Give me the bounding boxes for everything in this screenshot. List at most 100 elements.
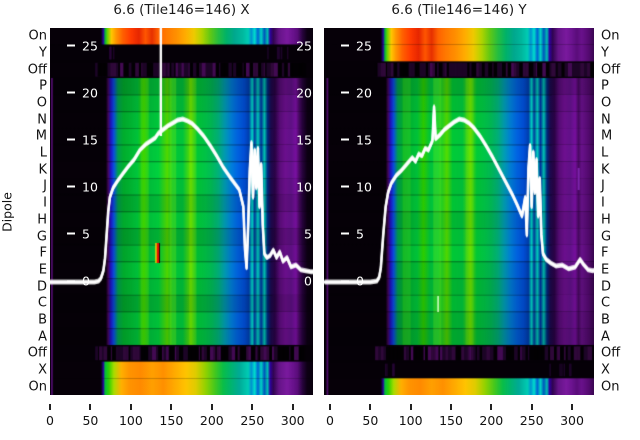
- x-tick-mark: [329, 404, 331, 410]
- power-tick-value: 20: [356, 85, 372, 101]
- x-tick-label: 50: [82, 413, 99, 428]
- dipole-label-right: J: [601, 178, 605, 194]
- power-tick-value: 0: [356, 273, 364, 289]
- x-tick-mark: [450, 404, 452, 410]
- x-tick-label: 0: [326, 413, 334, 428]
- dipole-label-right: B: [601, 312, 610, 328]
- panel-title-x: 6.6 (Tile146=146) X: [113, 2, 250, 18]
- dipole-label-right: P: [601, 78, 609, 94]
- x-tick-label: 200: [479, 413, 504, 428]
- dipole-label-left: Y: [39, 45, 47, 61]
- power-tick-label-left: 20: [67, 85, 98, 100]
- dipole-label-right: E: [601, 262, 610, 278]
- power-tick-value: 5: [82, 226, 90, 242]
- power-tick-label-left: 25: [67, 38, 98, 53]
- dipole-label-left: P: [39, 78, 47, 94]
- power-tick-label-left: 15: [341, 132, 372, 147]
- dipole-label-left: E: [38, 262, 47, 278]
- dipole-label-left: G: [36, 229, 47, 245]
- dipole-label-right: On: [601, 379, 620, 395]
- power-tick-label-left: 20: [341, 85, 372, 100]
- power-tick-label-left: 25: [341, 38, 372, 53]
- power-tick-label-right: 10: [296, 179, 312, 195]
- heatmap-canvas-y: [324, 28, 594, 395]
- heatmap-canvas-x: [50, 28, 313, 395]
- dipole-label-left: I: [43, 195, 47, 211]
- power-tick-label-right: 0: [304, 273, 312, 289]
- power-tick-label-left: 10: [341, 179, 372, 194]
- tick-dash-icon: [67, 138, 75, 141]
- tick-dash-icon: [67, 91, 75, 94]
- power-tick-label-left: 0: [67, 274, 90, 289]
- x-tick-mark: [251, 404, 254, 410]
- x-tick-label: 250: [519, 413, 544, 428]
- dipole-label-left: L: [39, 145, 47, 161]
- x-tick-label: 200: [199, 413, 224, 428]
- dipole-label-right: Off: [601, 62, 621, 78]
- power-tick-label-right: 15: [296, 132, 312, 148]
- x-tick-mark: [369, 404, 372, 410]
- dipole-label-right: G: [601, 229, 612, 245]
- dipole-label-right: N: [601, 112, 611, 128]
- dipole-label-right: H: [601, 212, 611, 228]
- x-tick-mark: [409, 404, 412, 410]
- dipole-label-left: On: [28, 379, 47, 395]
- dipole-label-right: Off: [601, 345, 621, 361]
- x-tick-mark: [210, 404, 213, 410]
- power-tick-label-right: 5: [304, 226, 312, 242]
- tick-dash-icon: [67, 232, 75, 235]
- x-tick-label: 100: [118, 413, 143, 428]
- power-tick-value: 0: [82, 273, 90, 289]
- dipole-label-right: M: [601, 128, 613, 144]
- power-tick-value: 10: [82, 179, 98, 195]
- x-tick-mark: [530, 404, 533, 410]
- x-tick-label: 100: [398, 413, 423, 428]
- dipole-label-left: B: [38, 312, 47, 328]
- tick-dash-icon: [341, 91, 349, 94]
- dipole-label-left: J: [43, 178, 47, 194]
- dipole-label-left: N: [37, 112, 47, 128]
- power-tick-label-left: 5: [341, 226, 364, 241]
- power-tick-label-left: 10: [67, 179, 98, 194]
- x-tick-label: 150: [439, 413, 463, 428]
- dipole-label-left: C: [37, 295, 47, 311]
- dipole-label-left: O: [36, 95, 47, 111]
- x-tick-mark: [89, 404, 92, 410]
- tick-dash-icon: [341, 138, 349, 141]
- dipole-label-left: On: [28, 28, 47, 44]
- tick-dash-icon: [341, 44, 349, 47]
- x-tick-label: 150: [159, 413, 184, 428]
- dipole-label-right: Y: [601, 45, 609, 61]
- x-tick-label: 250: [240, 413, 265, 428]
- x-tick-mark: [571, 404, 573, 410]
- dipole-label-right: F: [601, 245, 609, 261]
- dipole-label-left: Off: [27, 345, 47, 361]
- power-tick-label-right: 25: [296, 38, 312, 53]
- dipole-axis-title: Dipole: [0, 192, 15, 232]
- dipole-label-left: M: [35, 128, 47, 144]
- dipole-label-right: X: [601, 362, 610, 378]
- power-tick-label-right: 20: [296, 85, 312, 101]
- power-tick-value: 25: [82, 38, 98, 53]
- power-tick-label-left: 15: [67, 132, 98, 147]
- tick-dash-icon: [67, 44, 75, 47]
- x-tick-mark: [490, 404, 493, 410]
- dipole-label-left: X: [38, 362, 47, 378]
- x-tick-mark: [291, 404, 294, 410]
- power-tick-value: 20: [82, 85, 98, 101]
- power-tick-label-left: 5: [67, 226, 90, 241]
- x-tick-label: 0: [46, 413, 54, 428]
- panel-title-y: 6.6 (Tile146=146) Y: [391, 2, 527, 18]
- power-tick-value: 15: [82, 132, 98, 148]
- dipole-label-right: K: [601, 162, 610, 178]
- dipole-label-left: H: [37, 212, 47, 228]
- power-tick-label-left: 0: [341, 274, 364, 289]
- power-tick-value: 5: [356, 226, 364, 242]
- tick-dash-icon: [67, 185, 75, 188]
- x-tick-mark: [170, 404, 173, 410]
- dipole-label-right: A: [601, 329, 610, 345]
- power-tick-value: 25: [356, 38, 372, 53]
- dipole-label-right: L: [601, 145, 609, 161]
- dipole-label-left: K: [38, 162, 47, 178]
